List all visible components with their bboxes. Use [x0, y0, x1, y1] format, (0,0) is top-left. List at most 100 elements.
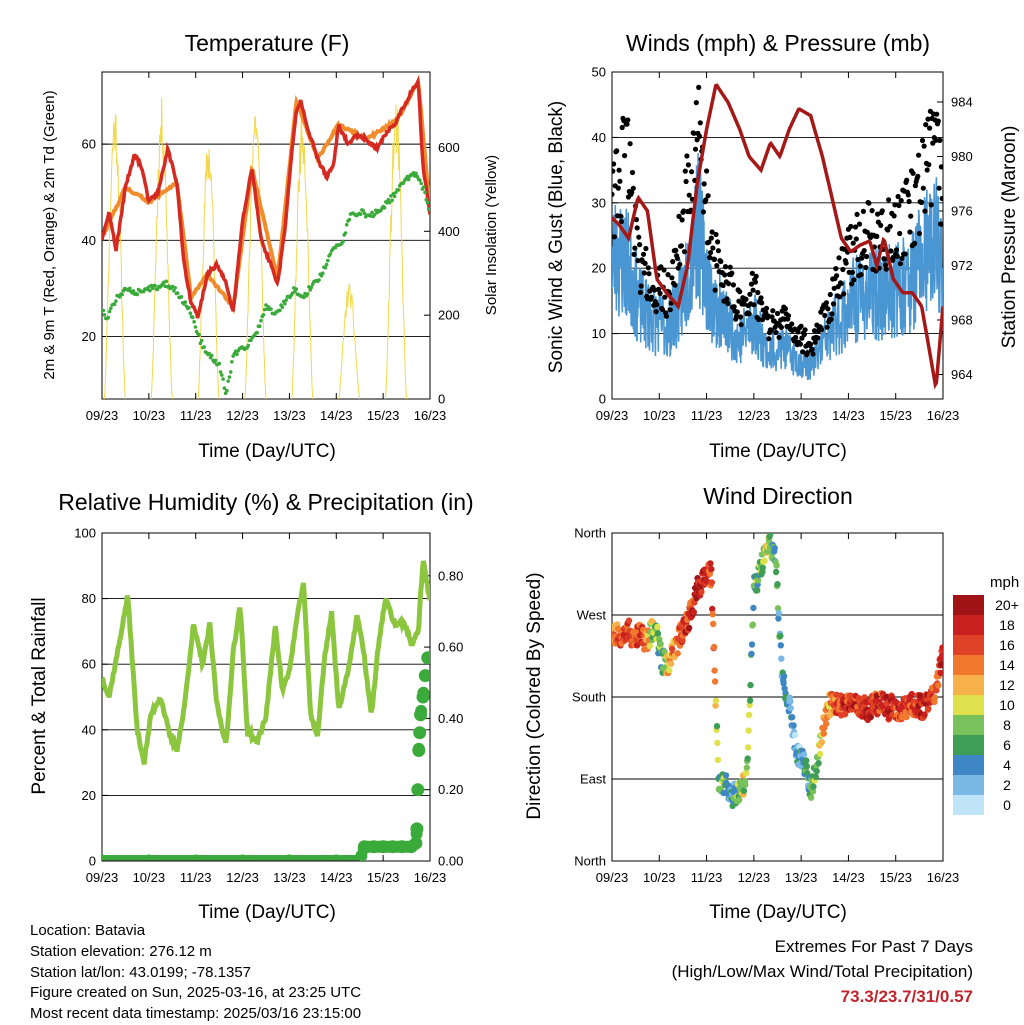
gust-point — [798, 323, 804, 329]
direction-point — [698, 588, 705, 596]
gust-point — [703, 197, 709, 203]
humidity-y-right-tick-label: 0.20 — [438, 782, 463, 797]
solar-insolation-line-day-3 — [197, 148, 220, 399]
gust-point — [808, 341, 814, 347]
direction-point — [750, 604, 757, 612]
solar-insolation-line-day-4 — [244, 115, 267, 399]
winds-title: Winds (mph) & Pressure (mb) — [626, 30, 930, 56]
gust-point — [759, 317, 766, 323]
gust-point — [768, 327, 774, 333]
dewpoint-point — [114, 299, 118, 303]
gust-point — [612, 168, 616, 174]
gust-point — [863, 264, 869, 271]
gust-point — [678, 243, 685, 249]
gust-point — [919, 137, 926, 144]
winds-y-right-tick-label: 980 — [951, 149, 973, 164]
gust-point — [893, 247, 900, 253]
direction-y-label-left: Direction (Colored By Speed) — [524, 572, 545, 819]
gust-point — [637, 242, 643, 248]
gust-point — [853, 236, 859, 242]
winds-x-tick-label: 14/23 — [832, 408, 865, 423]
winds-x-tick-label: 10/23 — [643, 408, 676, 423]
colorbar: 0 2 4 6 8 10 12 14 16 18 20+ — [953, 595, 1019, 815]
winds-plot-area — [612, 83, 943, 390]
precip-point — [409, 836, 423, 850]
gust-point — [612, 234, 617, 240]
gust-point — [629, 169, 636, 176]
dewpoint-point — [261, 313, 266, 317]
dewpoint-point — [344, 223, 349, 227]
dewpoint-point — [153, 283, 157, 288]
gust-point — [718, 258, 724, 265]
gust-point — [793, 334, 799, 340]
direction-point — [812, 773, 819, 781]
winds-y-right-tick-label: 972 — [951, 258, 973, 273]
direction-point — [937, 669, 943, 677]
gust-point — [706, 239, 712, 245]
precip-point — [411, 783, 425, 797]
gust-point — [812, 339, 818, 345]
gust-point — [921, 143, 927, 149]
gust-point — [843, 260, 849, 266]
humidity-y-right-tick-label: 0.40 — [438, 711, 463, 726]
gust-point — [677, 261, 683, 268]
direction-point — [775, 610, 783, 617]
precip-point — [367, 840, 381, 854]
precip-point — [386, 840, 399, 854]
gust-point — [922, 208, 928, 214]
gust-point — [670, 259, 676, 265]
gust-point — [685, 162, 692, 168]
gust-point — [851, 277, 857, 283]
direction-point — [823, 720, 830, 727]
gust-point — [616, 167, 622, 173]
gust-point — [864, 253, 870, 260]
direction-point — [708, 579, 715, 586]
solar-insolation-line-day-6 — [338, 282, 361, 399]
direction-y-tick-label: North — [574, 526, 606, 541]
direction-panel: Wind Direction Direction (Colored By Spe… — [524, 483, 1019, 923]
direction-point — [736, 796, 743, 803]
gust-point — [692, 146, 699, 152]
direction-point — [925, 705, 932, 712]
direction-plot-area — [612, 533, 943, 810]
gust-point — [869, 208, 875, 214]
colorbar-label: 6 — [1003, 737, 1011, 753]
figure-created: Figure created on Sun, 2025-03-16, at 23… — [30, 984, 362, 1002]
dewpoint-point — [390, 198, 395, 203]
winds-y-tick-label: 0 — [599, 392, 606, 407]
direction-point — [761, 557, 768, 564]
gust-point — [630, 185, 636, 191]
direction-y-tick-label: South — [572, 690, 606, 705]
direction-point — [711, 667, 718, 674]
dewpoint-point — [188, 311, 193, 316]
gust-point — [631, 251, 637, 257]
gust-point — [714, 263, 720, 269]
gust-point — [928, 202, 934, 208]
gust-point — [907, 229, 913, 235]
gust-point — [878, 222, 884, 228]
gust-point — [715, 248, 722, 254]
colorbar-label: 8 — [1003, 717, 1011, 733]
gust-point — [748, 281, 755, 287]
gust-point — [676, 213, 682, 219]
dewpoint-point — [389, 194, 393, 198]
direction-point — [654, 630, 662, 637]
dewpoint-point — [283, 301, 287, 306]
direction-point — [917, 692, 924, 699]
gust-point — [848, 223, 854, 230]
extremes-title: Extremes For Past 7 Days — [774, 937, 973, 956]
gust-point — [752, 279, 759, 285]
direction-point — [674, 650, 681, 657]
gust-point — [824, 324, 830, 330]
gust-point — [834, 273, 840, 279]
gust-point — [738, 322, 744, 328]
gust-point — [797, 341, 804, 347]
gust-point — [822, 312, 828, 319]
gust-point — [612, 161, 617, 167]
humidity-y-right-tick-label: 0.80 — [438, 568, 463, 583]
gust-point — [904, 177, 910, 183]
colorbar-label: 16 — [999, 637, 1015, 653]
gust-point — [684, 153, 690, 159]
gust-point — [823, 300, 830, 306]
gust-point — [885, 227, 891, 233]
